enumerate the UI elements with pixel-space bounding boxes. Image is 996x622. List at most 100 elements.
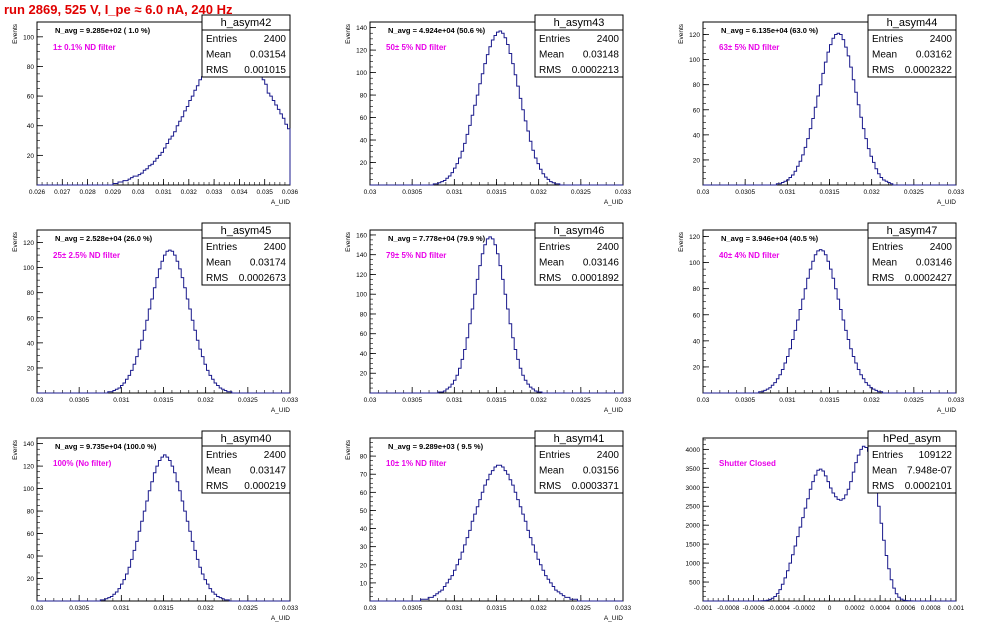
histogram-curve (370, 464, 623, 602)
y-tick-label: 120 (23, 464, 34, 471)
stats-key-entries: Entries (206, 450, 237, 461)
y-tick-label: 40 (27, 554, 35, 561)
y-tick-label: 20 (360, 562, 368, 569)
y-tick-label: 60 (693, 107, 701, 114)
y-axis-label: Events (345, 439, 352, 460)
stats-box (201, 14, 291, 78)
stats-value-entries: 2400 (264, 34, 287, 45)
histogram-name: h_asym40 (221, 433, 272, 445)
x-tick-label: 0.033 (948, 397, 965, 404)
filter-label: 1± 0.1% ND filter (53, 43, 116, 52)
x-tick-label: 0.031 (155, 189, 172, 196)
stats-value-rms: 0.0002322 (905, 65, 953, 76)
y-axis-label: Events (12, 439, 19, 460)
y-tick-label: 500 (689, 580, 700, 587)
y-tick-label: 100 (356, 292, 367, 299)
stats-value-rms: 0.0002427 (905, 273, 953, 284)
stats-value-entries: 2400 (930, 242, 953, 253)
y-tick-label: 20 (27, 365, 35, 372)
x-tick-label: 0.03 (364, 397, 377, 404)
stats-value-mean: 0.03174 (250, 258, 287, 269)
y-tick-label: 80 (693, 82, 701, 89)
y-tick-label: 80 (27, 64, 35, 71)
stats-key-mean: Mean (206, 258, 231, 269)
y-tick-label: 100 (23, 34, 34, 41)
x-axis-label: A_UID (937, 407, 956, 414)
y-tick-label: 140 (356, 25, 367, 32)
y-tick-label: 120 (356, 48, 367, 55)
stats-value-rms: 0.000219 (244, 481, 286, 492)
y-tick-label: 80 (27, 290, 35, 297)
x-tick-label: 0.0305 (735, 397, 755, 404)
x-tick-label: 0.0305 (402, 397, 422, 404)
stats-key-rms: RMS (539, 273, 562, 284)
stats-value-mean: 0.03154 (250, 50, 287, 61)
stats-value-mean: 0.03146 (916, 258, 953, 269)
x-tick-label: 0.036 (282, 189, 299, 196)
y-tick-label: 40 (693, 338, 701, 345)
x-tick-label: 0.032 (531, 605, 548, 612)
x-tick-label: 0.03 (697, 189, 710, 196)
filter-label: 50± 5% ND filter (386, 43, 446, 52)
filter-label: Shutter Closed (719, 459, 776, 468)
y-axis-label: Events (12, 23, 19, 44)
x-tick-label: 0.0002 (845, 605, 865, 612)
y-tick-label: 40 (360, 351, 368, 358)
stats-box (534, 430, 624, 494)
y-tick-label: 20 (360, 160, 368, 167)
x-tick-label: 0.0315 (820, 397, 840, 404)
stats-key-mean: Mean (872, 50, 897, 61)
x-axis-label: A_UID (604, 199, 623, 206)
x-tick-label: 0.03 (364, 189, 377, 196)
y-axis-label: Events (678, 23, 685, 44)
stats-box (534, 14, 624, 78)
y-tick-label: 40 (360, 526, 368, 533)
histogram-name: h_asym47 (887, 225, 938, 237)
y-tick-label: 120 (689, 32, 700, 39)
x-tick-label: 0.031 (446, 189, 463, 196)
x-tick-label: 0.0315 (487, 605, 507, 612)
stats-value-rms: 0.001015 (244, 65, 286, 76)
x-tick-label: 0.032 (864, 189, 881, 196)
stats-value-entries: 2400 (264, 242, 287, 253)
y-tick-label: 2000 (686, 523, 701, 530)
x-tick-label: 0.033 (206, 189, 223, 196)
stats-key-mean: Mean (539, 50, 564, 61)
x-tick-label: 0.026 (29, 189, 46, 196)
stats-key-rms: RMS (872, 273, 895, 284)
x-axis-label: A_UID (604, 615, 623, 622)
x-axis-label: A_UID (271, 407, 290, 414)
filter-label: 79± 5% ND filter (386, 251, 446, 260)
filter-label: 10± 1% ND filter (386, 459, 446, 468)
x-tick-label: 0 (828, 605, 832, 612)
x-tick-label: 0.032 (198, 605, 215, 612)
x-tick-label: 0.0325 (238, 605, 258, 612)
histogram-panel-h_asym42: 20 40 60 80 100 0.026 0.027 0.028 0.029 0.03 0.031… (12, 14, 299, 206)
stats-value-entries: 2400 (597, 242, 620, 253)
stats-key-rms: RMS (539, 65, 562, 76)
x-tick-label: 0.033 (615, 397, 632, 404)
y-tick-label: 20 (693, 157, 701, 164)
navg-label: N_avg = 9.285e+02 ( 1.0 %) (55, 26, 151, 35)
stats-value-entries: 2400 (597, 450, 620, 461)
stats-value-rms: 0.0003371 (572, 481, 620, 492)
histogram-name: h_asym46 (554, 225, 605, 237)
navg-label: N_avg = 2.528e+04 (26.0 %) (55, 234, 153, 243)
y-tick-label: 70 (360, 472, 368, 479)
y-tick-label: 40 (693, 132, 701, 139)
x-tick-label: 0.031 (446, 397, 463, 404)
filter-label: 40± 4% ND filter (719, 251, 779, 260)
x-tick-label: -0.0006 (743, 605, 765, 612)
stats-key-entries: Entries (872, 242, 903, 253)
x-tick-label: 0.0315 (154, 605, 174, 612)
stats-key-entries: Entries (539, 242, 570, 253)
y-tick-label: 20 (27, 576, 35, 583)
stats-box (201, 430, 291, 494)
stats-value-rms: 0.0002673 (239, 273, 287, 284)
histogram-panel-h_asym47: 20 40 60 80 100 120 0.03 0.0305 0.031 0.0315 0.032… (678, 222, 965, 414)
x-tick-label: 0.0325 (904, 189, 924, 196)
y-tick-label: 60 (360, 331, 368, 338)
navg-label: N_avg = 9.289e+03 ( 9.5 %) (388, 442, 484, 451)
histogram-curve (37, 249, 290, 394)
